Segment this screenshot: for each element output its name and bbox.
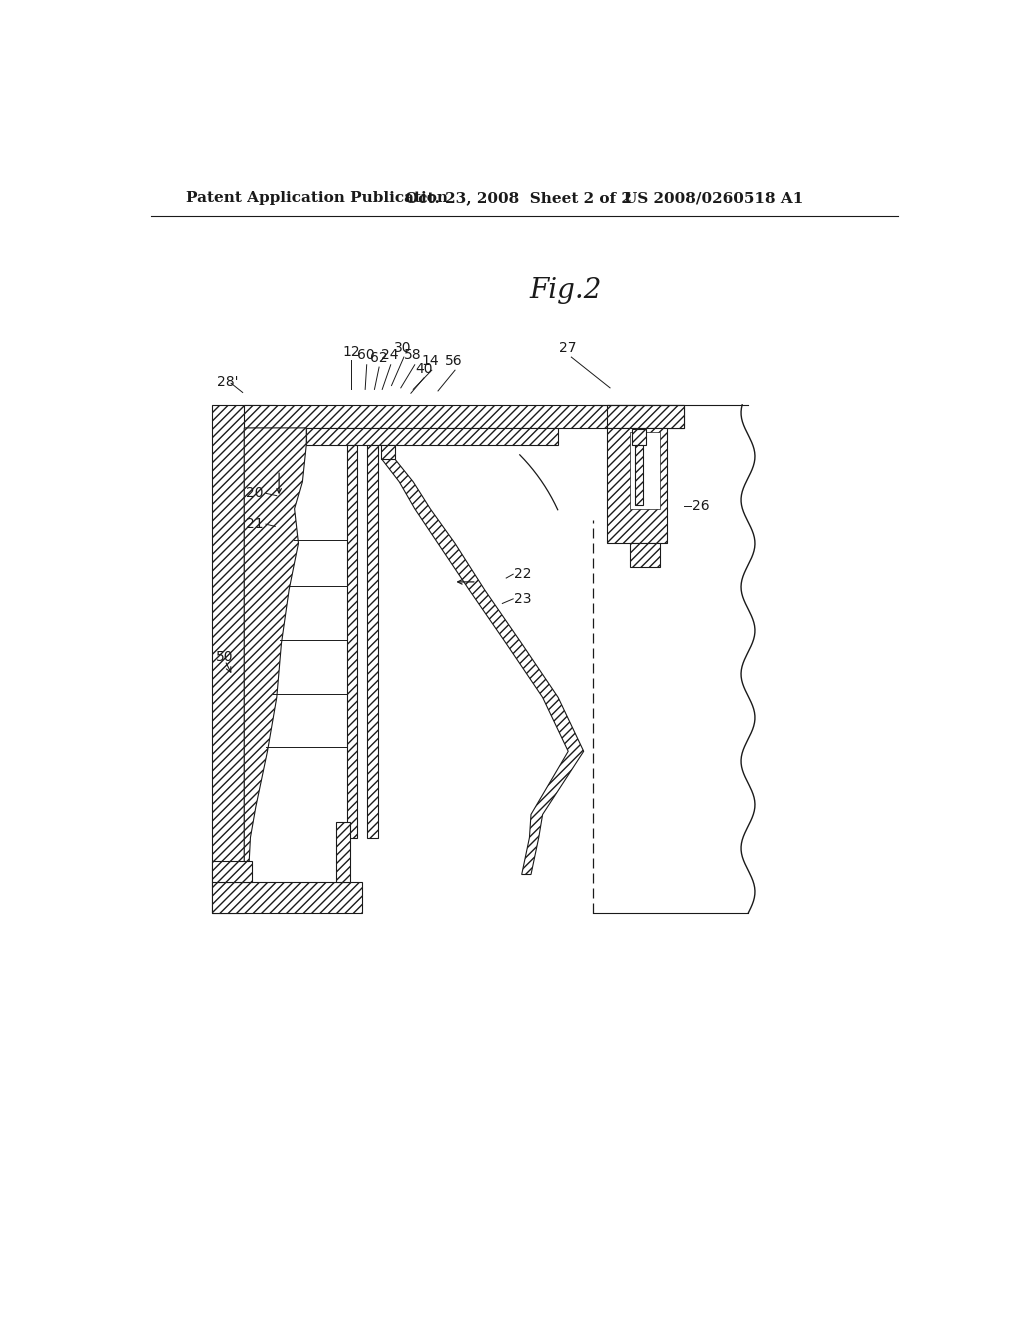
Text: 56: 56 xyxy=(444,354,462,368)
Polygon shape xyxy=(306,428,558,445)
Polygon shape xyxy=(632,429,646,445)
Polygon shape xyxy=(212,405,275,913)
Polygon shape xyxy=(336,822,350,882)
Text: 23: 23 xyxy=(514,591,531,606)
Text: 26: 26 xyxy=(692,499,710,513)
Polygon shape xyxy=(367,445,378,838)
Text: US 2008/0260518 A1: US 2008/0260518 A1 xyxy=(624,191,804,206)
Text: 14: 14 xyxy=(422,354,439,368)
Text: 27: 27 xyxy=(559,341,577,355)
Text: 28': 28' xyxy=(217,375,239,388)
Polygon shape xyxy=(630,432,660,508)
Text: Patent Application Publication: Patent Application Publication xyxy=(186,191,449,206)
Text: 24: 24 xyxy=(381,348,398,363)
Text: 21: 21 xyxy=(246,517,263,531)
Text: 12: 12 xyxy=(342,345,360,359)
Polygon shape xyxy=(212,882,362,913)
Text: Fig.2: Fig.2 xyxy=(529,277,602,305)
Text: 30: 30 xyxy=(394,341,412,355)
Text: 20: 20 xyxy=(246,486,263,500)
Text: 50: 50 xyxy=(216,651,233,664)
Polygon shape xyxy=(346,445,357,838)
Polygon shape xyxy=(630,544,660,566)
Polygon shape xyxy=(212,861,252,882)
Polygon shape xyxy=(607,405,684,428)
Polygon shape xyxy=(635,445,643,506)
Text: 60: 60 xyxy=(357,348,375,363)
Polygon shape xyxy=(381,459,584,875)
Text: Oct. 23, 2008  Sheet 2 of 2: Oct. 23, 2008 Sheet 2 of 2 xyxy=(406,191,633,206)
Polygon shape xyxy=(245,405,684,428)
Polygon shape xyxy=(245,428,306,882)
Text: 40: 40 xyxy=(416,362,433,376)
Text: 22: 22 xyxy=(514,568,531,581)
Text: 62: 62 xyxy=(370,351,387,364)
Text: 58: 58 xyxy=(404,348,422,363)
Polygon shape xyxy=(607,428,667,544)
Polygon shape xyxy=(381,445,394,459)
